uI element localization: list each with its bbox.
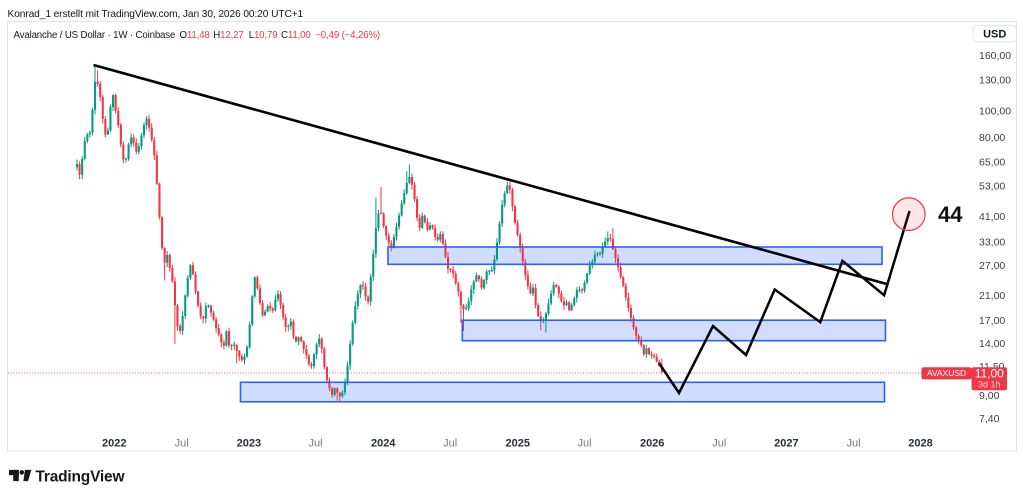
svg-text:Avalanche / US Dollar · 1W · C: Avalanche / US Dollar · 1W · Coinbase O11… (14, 30, 380, 41)
svg-text:Jul: Jul (175, 438, 189, 450)
svg-text:TradingView: TradingView (36, 469, 126, 486)
svg-text:2026: 2026 (640, 438, 664, 450)
svg-text:Konrad_1 erstellt mit TradingV: Konrad_1 erstellt mit TradingView.com, J… (8, 9, 304, 20)
svg-text:65,00: 65,00 (979, 157, 1005, 169)
svg-text:53,00: 53,00 (979, 181, 1005, 193)
svg-text:2022: 2022 (102, 438, 126, 450)
svg-text:2025: 2025 (506, 438, 530, 450)
svg-text:2024: 2024 (371, 438, 396, 450)
svg-text:Jul: Jul (846, 438, 860, 450)
svg-text:160,00: 160,00 (979, 50, 1011, 62)
svg-text:3d 1h: 3d 1h (978, 380, 1001, 390)
svg-text:9,00: 9,00 (979, 390, 1000, 402)
svg-text:Jul: Jul (712, 438, 726, 450)
svg-text:2027: 2027 (774, 438, 798, 450)
svg-text:2028: 2028 (908, 438, 932, 450)
svg-text:21,00: 21,00 (979, 290, 1005, 302)
svg-text:33,00: 33,00 (979, 237, 1005, 249)
svg-text:Jul: Jul (308, 438, 322, 450)
svg-text:AVAXUSD: AVAXUSD (927, 368, 966, 378)
svg-text:100,00: 100,00 (979, 106, 1011, 118)
svg-text:17,00: 17,00 (979, 315, 1005, 327)
svg-text:41,00: 41,00 (979, 211, 1005, 223)
svg-text:2023: 2023 (237, 438, 261, 450)
svg-text:USD: USD (983, 29, 1006, 41)
svg-text:7,40: 7,40 (979, 413, 1000, 425)
svg-text:Jul: Jul (577, 438, 591, 450)
svg-text:27,00: 27,00 (979, 260, 1005, 272)
svg-text:130,00: 130,00 (979, 75, 1011, 87)
svg-text:14,00: 14,00 (979, 338, 1005, 350)
svg-text:Jul: Jul (443, 438, 457, 450)
svg-text:44: 44 (938, 202, 963, 227)
svg-text:80,00: 80,00 (979, 132, 1005, 144)
svg-text:11,00: 11,00 (975, 367, 1004, 381)
